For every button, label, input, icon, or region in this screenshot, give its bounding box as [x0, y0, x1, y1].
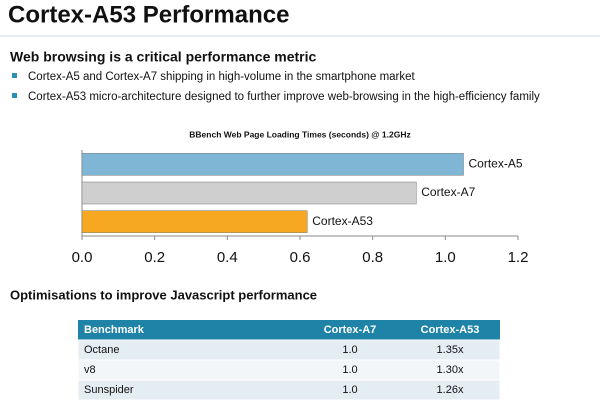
table-cell: Octane [84, 344, 119, 356]
table-cell: Sunspider [84, 384, 134, 396]
bar-label: Cortex-A53 [312, 214, 373, 228]
bar [81, 210, 308, 233]
bullet-marker [12, 73, 17, 78]
table-header: Benchmark [84, 324, 145, 336]
table-row-bg [77, 379, 501, 401]
bar [81, 181, 417, 205]
x-tick-label: 0.2 [144, 249, 165, 266]
table-header: Cortex-A53 [421, 324, 480, 336]
table-cell: 1.30x [437, 364, 464, 376]
x-tick-label: 1.0 [435, 249, 456, 266]
x-tick-label: 1.2 [508, 249, 529, 266]
bullet-marker [12, 93, 17, 98]
x-tick-label: 0.8 [362, 249, 383, 266]
bullet: Cortex-A53 micro-architecture designed t… [28, 91, 540, 103]
table-header-bg [78, 320, 500, 340]
bar-label: Cortex-A7 [421, 185, 475, 199]
table-cell: 1.35x [437, 344, 464, 356]
bullet: Cortex-A5 and Cortex-A7 shipping in high… [28, 71, 416, 83]
x-tick-label: 0.0 [72, 249, 93, 266]
x-tick-label: 0.6 [290, 249, 311, 266]
section-heading: Web browsing is a critical performance m… [10, 49, 316, 65]
table-cell: 1.0 [342, 384, 357, 396]
section-heading: Optimisations to improve Javascript perf… [10, 287, 317, 302]
table-cell: 1.0 [342, 344, 357, 356]
bar-label: Cortex-A5 [469, 157, 523, 171]
bar [81, 153, 464, 176]
table-cell: 1.0 [342, 364, 357, 376]
slide-title: Cortex-A53 Performance [8, 1, 289, 28]
chart-title: BBench Web Page Loading Times (seconds) … [189, 129, 410, 139]
table-header: Cortex-A7 [324, 324, 377, 336]
x-tick-label: 0.4 [217, 249, 238, 266]
table-cell: 1.26x [437, 384, 464, 396]
table-cell: v8 [84, 364, 96, 376]
